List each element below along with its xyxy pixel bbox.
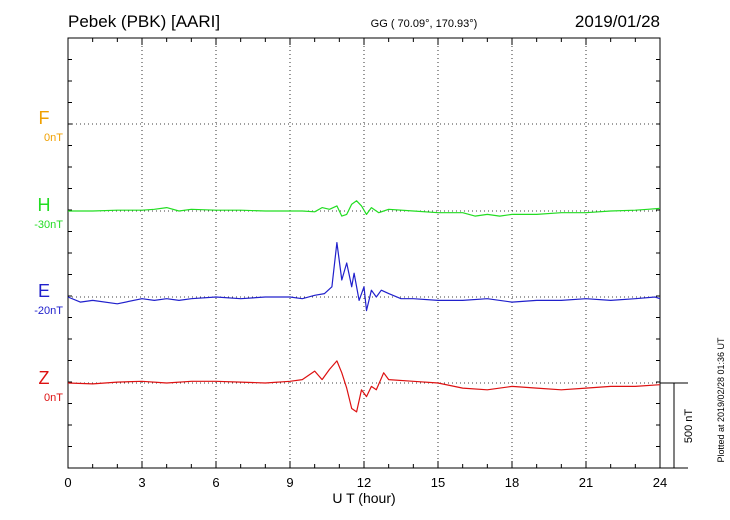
series-name-z: Z — [39, 368, 50, 388]
series-lines — [67, 200, 661, 413]
plotted-note: Plotted at 2019/02/28 01:36 UT — [716, 337, 726, 463]
x-tick-label: 9 — [286, 475, 293, 490]
series-name-e: E — [38, 281, 50, 301]
series-name-h: H — [38, 195, 51, 215]
scale-bar: 500 nT — [660, 382, 695, 469]
series-offset-z: 0nT — [44, 392, 63, 404]
chart-title: Pebek (PBK) [AARI] — [68, 12, 220, 31]
series-offset-h: -30nT — [34, 219, 63, 231]
x-tick-labels: 0 3 6 9 12 15 18 21 24 — [64, 475, 667, 490]
station-coords: GG ( 70.09°, 170.93°) — [371, 18, 478, 30]
x-tick-label: 15 — [431, 475, 445, 490]
grid — [68, 38, 660, 468]
x-tick-label: 6 — [212, 475, 219, 490]
series-offset-f: 0nT — [44, 132, 63, 144]
x-axis-label: U T (hour) — [332, 490, 395, 506]
x-tick-label: 18 — [505, 475, 519, 490]
axis-ticks — [67, 38, 661, 468]
x-tick-label: 21 — [579, 475, 593, 490]
x-tick-label: 3 — [138, 475, 145, 490]
series-line-e — [67, 242, 661, 312]
series-name-f: F — [39, 108, 50, 128]
series-offset-e: -20nT — [34, 305, 63, 317]
series-line-z — [67, 360, 661, 413]
x-tick-label: 24 — [653, 475, 667, 490]
series-labels: F 0nT H -30nT E -20nT Z 0nT — [34, 108, 63, 404]
chart-date: 2019/01/28 — [575, 12, 660, 31]
series-line-h — [68, 200, 661, 217]
x-tick-label: 0 — [64, 475, 71, 490]
x-tick-label: 12 — [357, 475, 371, 490]
scale-bar-label: 500 nT — [683, 409, 695, 444]
